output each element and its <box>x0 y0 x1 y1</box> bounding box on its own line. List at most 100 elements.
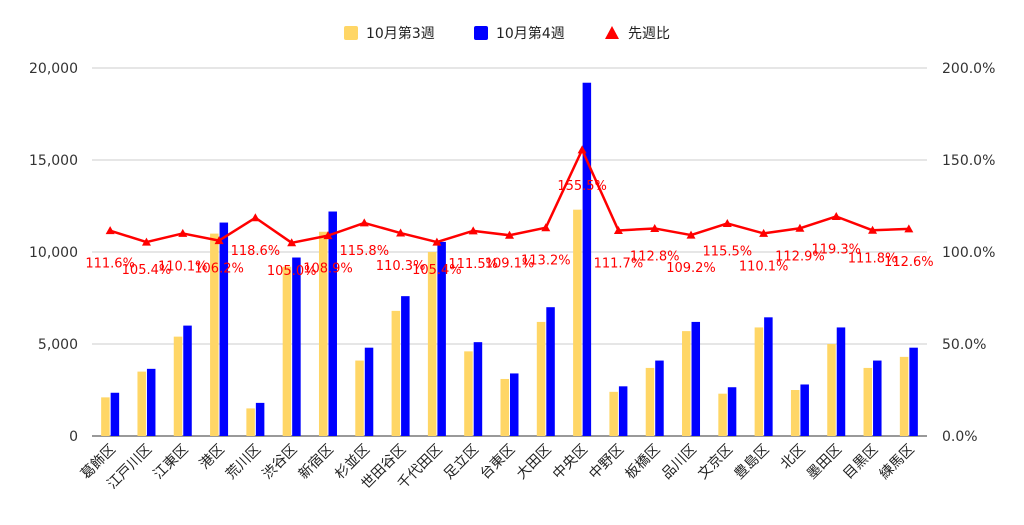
right-tick-label: 100.0% <box>942 245 995 261</box>
ratio-point-marker <box>831 211 841 220</box>
bar-week3 <box>246 408 255 436</box>
ratio-data-label: 111.7% <box>594 256 644 271</box>
category-label: 台東区 <box>477 442 518 483</box>
bar-week3 <box>318 231 328 436</box>
ratio-point-marker <box>686 230 696 239</box>
bar-week4 <box>183 325 192 436</box>
right-tick-label: 50.0% <box>942 337 986 353</box>
bar-week3 <box>863 367 873 436</box>
category-label: 品川区 <box>659 442 700 483</box>
ratio-point-marker <box>722 218 732 227</box>
bar-week3 <box>173 336 183 436</box>
ratio-point-marker <box>505 230 514 239</box>
bar-week4 <box>909 347 918 436</box>
category-label: 墨田区 <box>804 442 845 483</box>
bar-week3 <box>682 331 691 436</box>
bar-week4 <box>437 241 446 436</box>
category-label: 文京区 <box>695 442 736 483</box>
bar-week4 <box>727 387 737 436</box>
category-label: 港区 <box>197 442 228 473</box>
ratio-point-marker <box>105 226 115 235</box>
bars <box>101 82 918 436</box>
bar-week4 <box>110 392 120 436</box>
category-label: 足立区 <box>441 442 482 483</box>
ratio-line <box>105 145 914 247</box>
ratio-point-marker <box>178 228 188 237</box>
category-label: 渋谷区 <box>259 442 300 483</box>
category-label: 北区 <box>778 442 809 473</box>
bar-week4 <box>364 347 374 436</box>
ratio-data-label: 118.6% <box>231 244 281 259</box>
left-tick-label: 20,000 <box>29 61 78 77</box>
bar-week4 <box>473 342 483 436</box>
legend-label-week3: 10月第3週 <box>366 25 435 42</box>
legend-label-week4: 10月第4週 <box>496 25 565 42</box>
gridlines <box>92 67 927 437</box>
bar-week3 <box>609 391 618 436</box>
ratio-data-label: 119.3% <box>811 242 861 257</box>
bar-week3 <box>355 360 364 436</box>
bar-week4 <box>328 211 337 436</box>
bar-week3 <box>827 344 836 436</box>
bar-week4 <box>401 296 410 436</box>
ratio-point-marker <box>432 237 442 246</box>
bar-week3 <box>464 351 473 436</box>
bar-week3 <box>391 310 401 436</box>
bar-week3 <box>282 266 292 436</box>
ratio-series-line <box>109 148 909 245</box>
category-label: 練馬区 <box>877 442 918 483</box>
bar-week4 <box>836 327 846 436</box>
ratio-point-marker <box>904 224 914 233</box>
ratio-point-marker <box>795 223 805 232</box>
ratio-point-marker <box>141 237 151 246</box>
ratio-data-label: 105.4% <box>412 263 462 278</box>
bar-week4 <box>800 384 809 436</box>
ratio-data-label: 112.8% <box>630 249 680 264</box>
right-tick-label: 200.0% <box>942 61 995 77</box>
bar-week4 <box>219 222 229 436</box>
ratio-data-label: 111.5% <box>448 257 498 272</box>
ratio-data-label: 113.2% <box>521 254 571 269</box>
left-tick-label: 5,000 <box>38 337 78 353</box>
right-axis-ticks: 0.0% 50.0% 100.0% 150.0% 200.0% <box>942 61 995 445</box>
bar-week4 <box>873 360 882 436</box>
ratio-point-marker <box>868 225 878 234</box>
legend-label-ratio: 先週比 <box>628 26 670 42</box>
bar-week4 <box>582 82 592 436</box>
category-label: 中野区 <box>586 442 627 483</box>
bar-week3 <box>210 233 219 436</box>
ratio-data-label: 110.3% <box>376 259 426 274</box>
category-label: 目黒区 <box>840 442 881 483</box>
ratio-data-label: 105.4% <box>122 263 172 278</box>
ratio-data-label: 108.9% <box>303 262 353 277</box>
left-axis-ticks: 0 5,000 10,000 15,000 20,000 <box>29 61 78 445</box>
category-label: 新宿区 <box>295 441 337 483</box>
category-label: 豊島区 <box>731 442 772 483</box>
bar-week3 <box>137 371 146 436</box>
ratio-data-label: 105.0% <box>267 264 317 279</box>
bar-week3 <box>427 252 437 436</box>
category-label: 荒川区 <box>223 442 264 483</box>
ratio-point-marker <box>577 145 587 154</box>
bar-week4 <box>618 386 628 436</box>
category-label: 江東区 <box>151 442 192 483</box>
bar-week3 <box>718 393 727 436</box>
legend: 10月第3週 10月第4週 先週比 <box>344 25 670 42</box>
bar-week4 <box>764 317 773 436</box>
bar-week4 <box>691 321 701 436</box>
ratio-data-label: 111.6% <box>85 257 135 272</box>
category-label: 板橋区 <box>623 442 664 483</box>
bar-week3 <box>573 209 582 436</box>
bar-week3 <box>536 321 546 436</box>
category-label: 大田区 <box>514 442 555 483</box>
left-tick-label: 10,000 <box>29 245 78 261</box>
bar-week4 <box>255 402 265 436</box>
ratio-point-marker <box>759 228 769 237</box>
bar-week4 <box>292 257 301 436</box>
ratio-point-marker <box>468 226 478 235</box>
category-label: 中央区 <box>550 442 591 483</box>
ratio-data-labels: 111.6%105.4%110.1%106.2%118.6%105.0%108.… <box>85 179 933 279</box>
